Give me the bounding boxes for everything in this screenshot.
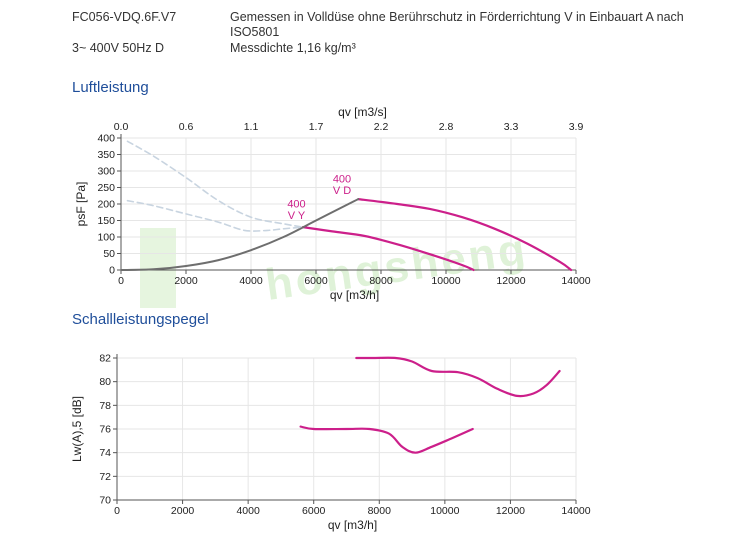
x-tick-label: 10000 [430,505,459,517]
curve-label-4: V D [333,185,351,197]
y-tick-label: 80 [99,376,111,388]
series-line-2 [299,425,474,454]
x-tick-label: 6000 [304,275,328,287]
y-tick-label: 300 [97,166,115,178]
x-tick-label: 4000 [236,505,260,517]
air-performance-chart: 0 2000 4000 6000 8000 10000 12000 14000 0 50 100 15… [74,105,591,302]
sound-power-title: Schallleistungspegel [72,311,209,328]
x-tick-label: 2000 [171,505,195,517]
y-axis-label: Lw(A),5 [dB] [70,396,84,462]
y-tick-label: 50 [103,248,115,260]
x-axis-label: qv [m3/h] [328,518,377,532]
x2-tick-label: 3.9 [569,121,584,133]
x2-tick-label: 3.3 [504,121,519,133]
y-axis-label: psF [Pa] [74,182,88,227]
y-tick-label: 200 [97,199,115,211]
x2-tick-label: 0.0 [114,121,129,133]
curve-label-1: 400 [287,198,305,210]
x2-tick-label: 1.1 [244,121,259,133]
supply-spec: 3~ 400V 50Hz D [72,41,165,55]
x-tick-label: 8000 [368,505,392,517]
x-tick-label: 8000 [369,275,393,287]
x2-tick-label: 0.6 [179,121,194,133]
x-tick-label: 6000 [302,505,326,517]
y-tick-label: 70 [99,495,111,507]
density-note: Messdichte 1,16 kg/m³ [230,41,356,55]
y-tick-label: 76 [99,424,111,436]
y-tick-label: 78 [99,400,111,412]
y-tick-label: 250 [97,182,115,194]
series-line-1 [357,198,573,272]
x2-tick-label: 1.7 [309,121,324,133]
x-tick-label: 14000 [561,275,590,287]
y-tick-label: 82 [99,353,111,365]
measurement-note: Gemessen in Volldüse ohne Berührschutz i… [230,10,684,40]
y-tick-label: 0 [109,265,115,277]
x-tick-label: 14000 [561,505,590,517]
x-axis-label: qv [m3/h] [330,288,379,302]
y-tick-label: 74 [99,447,111,459]
curve-label-2: V Y [288,210,306,222]
series-line-2 [301,226,475,272]
air-performance-title: Luftleistung [72,79,149,96]
curve-label-3: 400 [333,174,351,186]
x-tick-label: 10000 [431,275,460,287]
x2-tick-label: 2.8 [439,121,454,133]
series-line-5 [126,199,304,232]
y-tick-label: 150 [97,215,115,227]
x-tick-label: 4000 [239,275,263,287]
x-tick-label: 0 [118,275,124,287]
y-tick-label: 400 [97,133,115,145]
series-line-4 [126,140,304,228]
x-tick-label: 12000 [496,275,525,287]
model-name: FC056-VDQ.6F.V7 [72,10,177,24]
x2-tick-label: 2.2 [374,121,389,133]
y-tick-label: 350 [97,149,115,161]
x-tick-label: 2000 [174,275,198,287]
x-tick-label: 12000 [496,505,525,517]
series-line-3 [120,198,360,271]
measurement-note-line2: ISO5801 [230,25,280,39]
series-line-1 [355,356,561,398]
measurement-note-line1: Gemessen in Volldüse ohne Berührschutz i… [230,10,684,24]
y-tick-label: 100 [97,232,115,244]
x-tick-label: 0 [114,505,120,517]
y-tick-label: 72 [99,471,111,483]
x2-axis-label: qv [m3/s] [338,105,387,119]
sound-power-chart: 0 2000 4000 6000 8000 10000 12000 14000 70 72 74 76… [70,353,591,533]
